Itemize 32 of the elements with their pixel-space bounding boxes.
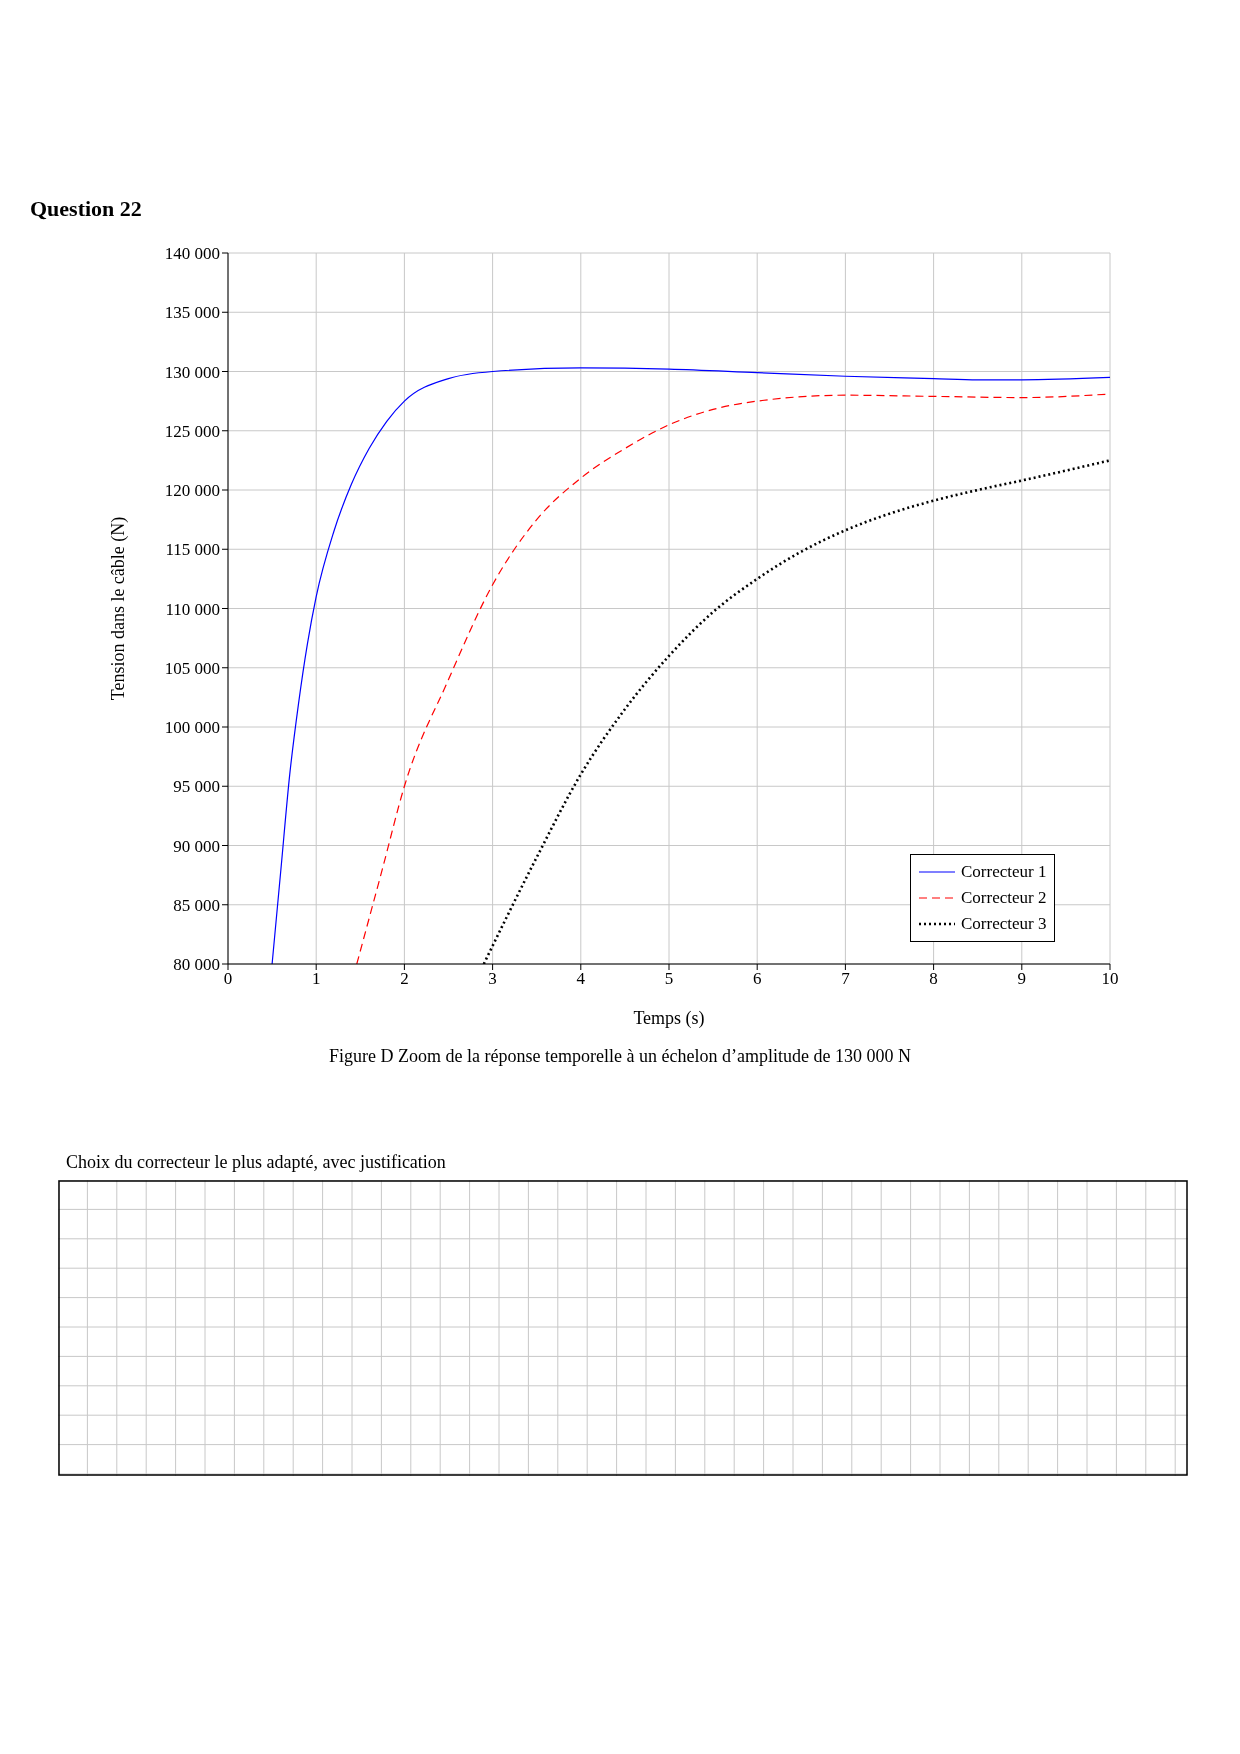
x-tick-label: 7 bbox=[841, 969, 851, 989]
legend-label: Correcteur 3 bbox=[961, 913, 1047, 935]
chart-title: Question 22 bbox=[30, 196, 142, 222]
x-axis-title: Temps (s) bbox=[633, 1008, 705, 1029]
y-tick-label: 130 000 bbox=[164, 362, 220, 382]
x-tick-label: 1 bbox=[311, 969, 321, 989]
y-tick-label: 80 000 bbox=[173, 955, 220, 975]
y-axis-title: Tension dans le câble (N) bbox=[108, 516, 130, 701]
text: Choix du correcteur le plus adapté, avec justification bbox=[66, 1152, 446, 1173]
text: Figure D Zoom de la réponse temporelle à un échelon d’amplitude de 130 000 N bbox=[328, 1046, 912, 1067]
x-tick-label: 0 bbox=[223, 969, 233, 989]
y-tick-label: 95 000 bbox=[173, 777, 220, 797]
y-tick-label: 125 000 bbox=[164, 421, 220, 441]
y-tick-label: 115 000 bbox=[165, 540, 220, 560]
legend-label: Correcteur 1 bbox=[961, 861, 1047, 883]
x-tick-label: 6 bbox=[752, 969, 762, 989]
y-tick-label: 140 000 bbox=[164, 244, 220, 264]
legend-label: Correcteur 2 bbox=[961, 887, 1047, 909]
y-tick-label: 105 000 bbox=[164, 658, 220, 678]
x-tick-label: 9 bbox=[1017, 969, 1027, 989]
y-tick-label: 100 000 bbox=[164, 718, 220, 738]
x-tick-label: 5 bbox=[664, 969, 674, 989]
x-tick-label: 4 bbox=[576, 969, 586, 989]
y-tick-label: 85 000 bbox=[173, 895, 220, 915]
y-tick-label: 135 000 bbox=[164, 303, 220, 323]
y-tick-label: 110 000 bbox=[165, 599, 220, 619]
y-tick-label: 120 000 bbox=[164, 481, 220, 501]
x-tick-label: 8 bbox=[929, 969, 938, 989]
x-tick-label: 3 bbox=[488, 969, 497, 989]
y-tick-label: 90 000 bbox=[173, 836, 220, 856]
x-tick-label: 2 bbox=[400, 969, 409, 989]
x-tick-label: 10 bbox=[1101, 969, 1119, 989]
